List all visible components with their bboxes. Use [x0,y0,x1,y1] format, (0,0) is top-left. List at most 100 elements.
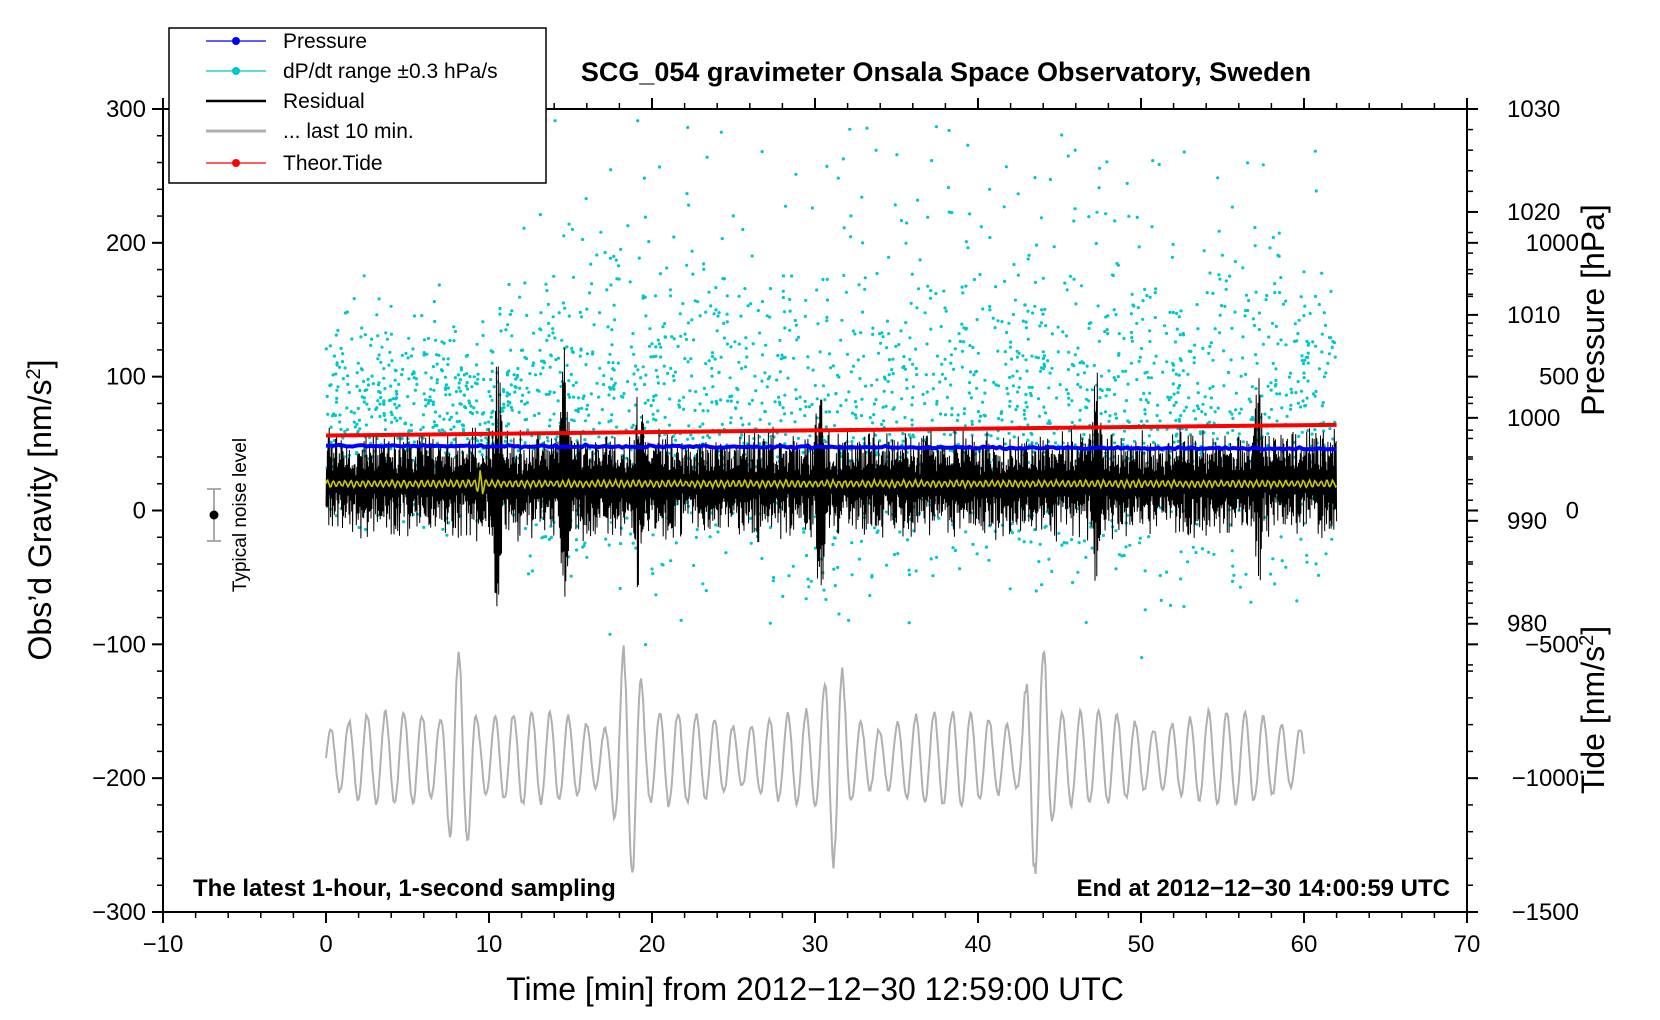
dpdt-point [512,373,516,377]
dpdt-point [1173,340,1178,344]
dpdt-point [1324,552,1328,556]
dpdt-point [395,419,399,423]
dpdt-point [656,381,661,385]
dpdt-point [1025,405,1029,409]
dpdt-point [702,262,706,266]
dpdt-point [1026,438,1030,442]
dpdt-point [964,530,968,534]
dpdt-point [562,234,566,238]
dpdt-point [599,230,603,234]
dpdt-point [1230,205,1234,209]
dpdt-point [1251,317,1255,321]
dpdt-point [389,332,393,336]
dpdt-point [1302,362,1306,366]
dpdt-point [685,192,689,196]
dpdt-point [710,400,714,404]
dpdt-point [567,392,571,397]
dpdt-point [1007,321,1011,325]
dpdt-point [1273,384,1277,388]
dpdt-point [453,329,458,334]
dpdt-point [1230,326,1234,330]
dpdt-point [613,381,617,385]
dpdt-point [464,384,468,388]
dpdt-point [784,204,788,208]
dpdt-point [1266,432,1270,436]
dpdt-point [1011,384,1016,388]
dpdt-point [945,395,949,399]
dpdt-point [792,356,796,360]
dpdt-point [1241,356,1245,360]
dpdt-point [1157,162,1161,166]
dpdt-point [537,411,541,416]
dpdt-point [1021,433,1026,437]
dpdt-point [768,375,772,379]
dpdt-point [1000,418,1004,422]
y-axis-left-title-close: ] [22,360,58,369]
dpdt-point [996,319,1000,323]
dpdt-point [874,433,878,437]
dpdt-point [682,407,686,411]
dpdt-point [544,535,548,539]
dpdt-point [448,393,452,397]
dpdt-point [1107,388,1111,392]
dpdt-point [632,372,636,376]
dpdt-point [336,328,340,332]
dpdt-point [1313,294,1318,298]
x-tick-label: 50 [1128,931,1155,958]
dpdt-point [570,349,574,354]
dpdt-point [1084,555,1088,560]
dpdt-point [335,396,339,400]
dpdt-point [672,235,676,239]
dpdt-point [717,370,721,374]
dpdt-point [366,377,370,381]
dpdt-point [1279,535,1283,539]
dpdt-point [1008,345,1013,349]
dpdt-point [899,219,904,223]
dpdt-point [446,357,450,361]
dpdt-point [1060,133,1064,137]
dpdt-point [1085,364,1089,368]
dpdt-point [1296,401,1300,405]
dpdt-point [471,412,475,416]
dpdt-point [760,556,764,561]
dpdt-point [1231,416,1235,421]
dpdt-point [1192,356,1196,360]
dpdt-point [747,422,751,426]
dpdt-point [983,414,987,418]
dpdt-point [882,375,887,379]
dpdt-point [448,338,452,343]
y-tick-label: 200 [106,230,146,257]
dpdt-point [1135,378,1139,382]
dpdt-point [756,308,760,313]
dpdt-point [690,374,694,378]
dpdt-point [1057,531,1061,535]
dpdt-point [345,406,349,410]
dpdt-point [531,364,535,368]
dpdt-point [903,415,907,420]
dpdt-point [358,388,362,393]
dpdt-point [506,323,510,327]
dpdt-point [907,433,911,437]
dpdt-point [926,284,930,288]
noise-level-indicator: Typical noise level [207,438,251,592]
dpdt-point [824,425,828,429]
dpdt-point [597,421,602,425]
dpdt-point [859,414,864,418]
dpdt-point [686,321,691,325]
dpdt-point [943,377,948,381]
dpdt-point [686,360,690,364]
dpdt-point [914,347,918,351]
dpdt-point [455,420,459,424]
dpdt-point [1300,359,1304,363]
dpdt-point [625,516,629,520]
pressure-tick-label: 1000 [1507,405,1560,432]
dpdt-point [1042,354,1046,358]
dpdt-point [1195,404,1200,408]
dpdt-point [1301,399,1305,403]
dpdt-point [1132,304,1136,308]
dpdt-point [516,366,520,371]
dpdt-point [458,378,463,382]
dpdt-point [409,423,413,427]
dpdt-point [879,341,883,345]
